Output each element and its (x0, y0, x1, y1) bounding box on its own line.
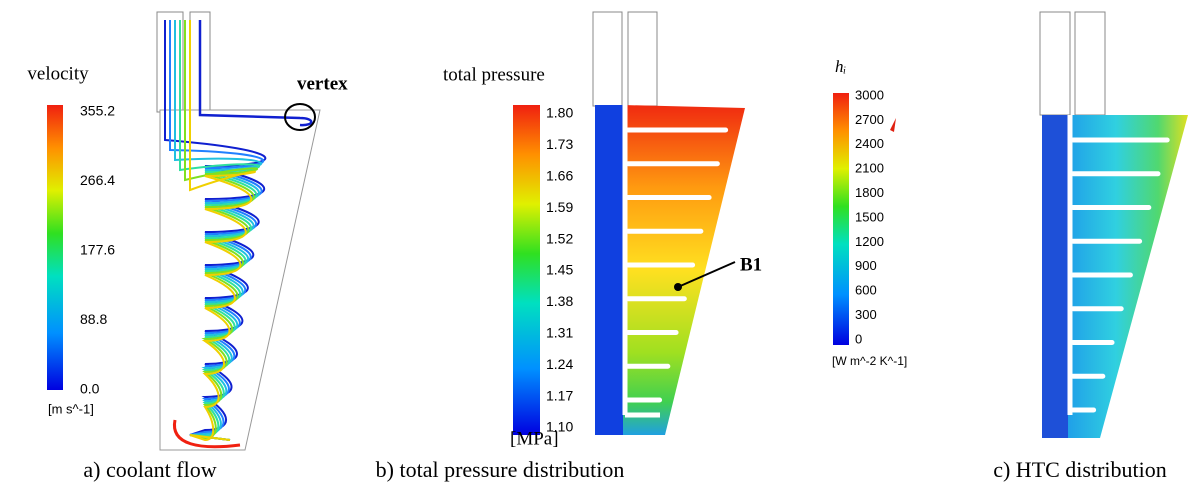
colorbar-tick-label: 3000 (855, 87, 884, 102)
streamline (198, 20, 313, 127)
annotation: vertex (297, 73, 348, 94)
colorbar-tick-label: 2700 (855, 112, 884, 127)
pressure-field (623, 105, 745, 435)
colorbar-tick-label: 1.31 (546, 325, 573, 341)
colorbar-tick-label: 900 (855, 258, 877, 273)
colorbar-unit: [W m^-2 K^-1] (832, 354, 907, 368)
inlet-channel (1042, 115, 1068, 438)
annotation: B1 (740, 254, 762, 275)
caption: a) coolant flow (83, 457, 216, 482)
colorbar-tick-label: 1800 (855, 185, 884, 200)
caption: c) HTC distribution (993, 457, 1167, 482)
colorbar-tick-label: 266.4 (80, 172, 115, 188)
streamlines (164, 20, 313, 449)
colorbar-tick-label: 1.59 (546, 199, 573, 215)
colorbar-tick-label: 1200 (855, 234, 884, 249)
colorbar-tick-label: 1.10 (546, 419, 573, 435)
artifact (890, 118, 896, 132)
ribs (625, 127, 729, 403)
colorbar-tick-label: 177.6 (80, 242, 115, 258)
colorbar-tick-label: 1.52 (546, 230, 573, 246)
colorbar-tick-label: 355.2 (80, 103, 115, 119)
panel-b: B1 total pressure [MPa] b) total pressur… (376, 11, 762, 482)
colorbar-tick-label: 2100 (855, 161, 884, 176)
colorbar-tick-label: 1500 (855, 209, 884, 224)
streamline (179, 20, 260, 441)
colorbar-title: hᵢ (835, 57, 846, 76)
colorbar-title: velocity (27, 63, 89, 84)
streamline (184, 20, 258, 441)
inlet-channel (595, 105, 623, 435)
colorbar-tick-label: 1.38 (546, 293, 573, 309)
colorbar-title: total pressure (443, 64, 545, 85)
colorbar (513, 105, 540, 435)
colorbar-tick-label: 0.0 (80, 381, 100, 397)
vertex-circle (284, 103, 316, 131)
caption: b) total pressure distribution (376, 457, 625, 482)
colorbar (47, 105, 63, 390)
inlet-tube (592, 11, 623, 107)
leader-line (677, 261, 736, 288)
colorbar (833, 93, 849, 345)
inlet-tube (1074, 11, 1106, 116)
colorbar-tick-label: 300 (855, 307, 877, 322)
colorbar-unit: [MPa] (510, 428, 559, 449)
panel-a: vertex velocity [m s^-1] a) coolant flow… (27, 11, 348, 482)
colorbar-tick-label: 88.8 (80, 311, 107, 327)
colorbar-tick-label: 600 (855, 283, 877, 298)
colorbar-tick-label: 1.24 (546, 356, 573, 372)
inlet-tube (627, 11, 658, 107)
colorbar-tick-label: 1.66 (546, 168, 573, 184)
colorbar-tick-label: 1.80 (546, 105, 573, 121)
colorbar-tick-label: 2400 (855, 136, 884, 151)
colorbar-tick-label: 0 (855, 331, 862, 346)
streamline (173, 419, 241, 449)
panel-c: hᵢ [W m^-2 K^-1] c) HTC distribution 300… (832, 11, 1188, 482)
colorbar-tick-label: 1.45 (546, 262, 573, 278)
ribs (1070, 137, 1170, 413)
colorbar-tick-label: 1.73 (546, 136, 573, 152)
colorbar-unit: [m s^-1] (48, 401, 94, 416)
colorbar-tick-label: 1.17 (546, 387, 573, 403)
inlet-tube (1039, 11, 1071, 116)
streamline (189, 20, 256, 442)
